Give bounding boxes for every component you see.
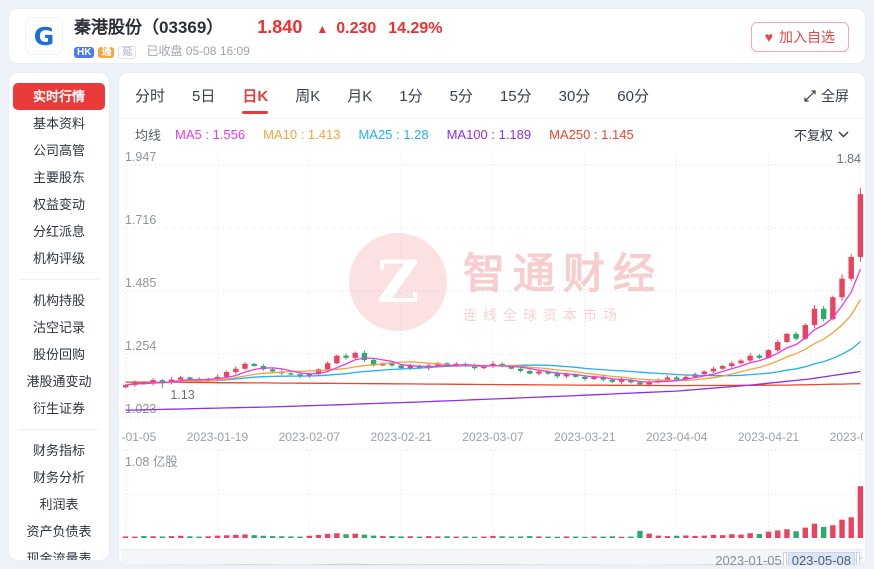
- price-change-percent: 14.29%: [388, 19, 443, 37]
- navigator-start-date: 2023-01-05: [715, 552, 782, 566]
- badge-hk: HK: [74, 46, 95, 58]
- adjustment-label: 不复权: [793, 127, 833, 143]
- fullscreen-label: 全屏: [821, 87, 849, 104]
- sidebar-item-分红派息[interactable]: 分红派息: [32, 224, 85, 239]
- svg-text:1.84: 1.84: [837, 152, 861, 166]
- fullscreen-button[interactable]: 全屏: [804, 86, 849, 106]
- chart-panel: 分时 5日 日K 周K 月K 1分 5分 15分 30分 60分 全屏 均线 MA5 : 1.55…: [118, 72, 866, 566]
- tab-60分[interactable]: 60分: [617, 88, 649, 105]
- up-arrow-icon: ▲: [316, 21, 329, 36]
- stock-header: G 秦港股份（03369） 1.840 ▲ 0.230 14.29% HK 通延 …: [8, 8, 866, 64]
- sidebar-item-公司高管[interactable]: 公司高管: [32, 143, 85, 158]
- price-change: 0.230: [336, 19, 377, 37]
- svg-text:1.485: 1.485: [125, 276, 156, 290]
- sidebar-item-港股通变动[interactable]: 港股通变动: [26, 374, 92, 389]
- x-tick-label: 2023-01-05: [121, 430, 157, 444]
- svg-text:1.023: 1.023: [125, 402, 156, 416]
- price-group: 1.840 ▲ 0.230 14.29%: [257, 17, 442, 38]
- chart-period-tabs: 分时 5日 日K 周K 月K 1分 5分 15分 30分 60分 全屏: [119, 73, 865, 119]
- navigator-right-handle[interactable]: [856, 552, 860, 565]
- candlestick-chart[interactable]: 1.947 1.716 1.485 1.254 1.023 1.84 1.13: [121, 149, 865, 421]
- svg-text:1.716: 1.716: [125, 213, 156, 227]
- sidebar-item-衍生证券[interactable]: 衍生证券: [32, 401, 85, 416]
- svg-text:1.254: 1.254: [125, 339, 156, 353]
- badge-yan: 延: [118, 45, 137, 59]
- x-axis-labels: 2023-01-05 2023-01-19 2023-02-07 2023-02-21…: [121, 426, 863, 448]
- ma-legend-ma5: MA5 : 1.556: [175, 126, 246, 142]
- x-tick-label: 2023-02-21: [370, 430, 432, 444]
- sidebar-item-资产负债表[interactable]: 资产负债表: [26, 524, 92, 539]
- x-tick-label: 2023-04-04: [646, 430, 708, 444]
- market-badges: HK 通延: [74, 42, 140, 60]
- tab-日K[interactable]: 日K: [242, 85, 268, 114]
- sidebar-item-主要股东[interactable]: 主要股东: [32, 170, 85, 185]
- x-tick-label: 2023-05-08: [829, 430, 863, 444]
- add-to-watchlist-label: 加入自选: [779, 29, 835, 45]
- last-price: 1.840: [257, 16, 303, 37]
- sidebar-item-股份回购[interactable]: 股份回购: [32, 347, 85, 362]
- ma-legend-ma25: MA25 : 1.28: [358, 126, 429, 142]
- ma-legend-ma100: MA100 : 1.189: [446, 126, 532, 142]
- sidebar-item-机构持股[interactable]: 机构持股: [32, 293, 85, 308]
- ma-legend-title: 均线: [135, 127, 162, 143]
- company-logo: G: [25, 17, 63, 55]
- tab-30分[interactable]: 30分: [558, 88, 591, 105]
- volume-axis-label: 1.08 亿股: [125, 455, 178, 469]
- tab-分时[interactable]: 分时: [135, 88, 166, 105]
- heart-icon: ♥: [764, 29, 773, 45]
- sidebar-item-财务分析[interactable]: 财务分析: [32, 470, 85, 485]
- stock-name: 秦港股份（03369）: [74, 17, 224, 37]
- chart-area: 1.947 1.716 1.485 1.254 1.023 1.84 1.13 Z 智通财经…: [121, 149, 865, 566]
- x-tick-label: 2023-04-21: [737, 430, 800, 444]
- expand-icon: [804, 89, 816, 102]
- volume-panel: 1.08 亿股: [121, 448, 865, 549]
- tab-月K[interactable]: 月K: [347, 88, 373, 105]
- sidebar-item-利润表[interactable]: 利润表: [39, 497, 79, 512]
- sidebar-nav: 实时行情基本资料公司高管主要股东权益变动分红派息机构评级机构持股沽空记录股份回购…: [8, 72, 110, 561]
- x-tick-label: 2023-02-07: [278, 430, 340, 444]
- ma-legend-bar: 均线 MA5 : 1.556 MA10 : 1.413 MA25 : 1.28 MA1…: [119, 119, 865, 149]
- tab-5分[interactable]: 5分: [449, 88, 473, 105]
- chart-navigator[interactable]: 2023-01-05 023-05-08: [121, 549, 864, 566]
- adjustment-dropdown[interactable]: 不复权: [794, 125, 849, 144]
- navigator-end-date[interactable]: 023-05-08: [787, 551, 855, 565]
- sidebar-item-机构评级[interactable]: 机构评级: [32, 251, 85, 266]
- navigator-sparkline: [127, 557, 864, 565]
- tab-1分[interactable]: 1分: [399, 88, 423, 105]
- ma-legend-ma250: MA250 : 1.145: [549, 126, 634, 142]
- tab-15分[interactable]: 15分: [499, 88, 532, 105]
- sidebar-divider: [19, 279, 99, 280]
- volume-chart[interactable]: [121, 448, 865, 544]
- badge-tong: 通: [98, 46, 115, 58]
- market-status: 已收盘 05-08 16:09: [146, 44, 250, 58]
- chevron-down-icon: [838, 131, 849, 137]
- sidebar-divider: [19, 429, 99, 430]
- svg-text:1.13: 1.13: [170, 388, 194, 402]
- sidebar-item-现金流量表[interactable]: 现金流量表: [26, 551, 92, 561]
- tab-周K[interactable]: 周K: [295, 88, 321, 105]
- navigator-left-handle[interactable]: [782, 552, 787, 565]
- x-tick-label: 2023-03-07: [462, 430, 524, 444]
- sidebar-item-权益变动[interactable]: 权益变动: [32, 197, 85, 212]
- x-tick-label: 2023-01-19: [186, 430, 249, 444]
- tab-5日[interactable]: 5日: [192, 88, 216, 105]
- sidebar-item-沽空记录[interactable]: 沽空记录: [32, 320, 85, 335]
- x-tick-label: 2023-03-21: [554, 430, 616, 444]
- sidebar-item-基本资料[interactable]: 基本资料: [32, 116, 85, 131]
- add-to-watchlist-button[interactable]: ♥ 加入自选: [750, 22, 849, 52]
- sidebar-item-实时行情[interactable]: 实时行情: [13, 83, 105, 110]
- stock-title-block: 秦港股份（03369） 1.840 ▲ 0.230 14.29% HK 通延 已收…: [74, 13, 443, 60]
- svg-text:1.947: 1.947: [125, 150, 156, 164]
- sidebar-item-财务指标[interactable]: 财务指标: [32, 443, 85, 458]
- ma-legend-ma10: MA10 : 1.413: [263, 126, 341, 142]
- logo-glyph: G: [33, 21, 55, 51]
